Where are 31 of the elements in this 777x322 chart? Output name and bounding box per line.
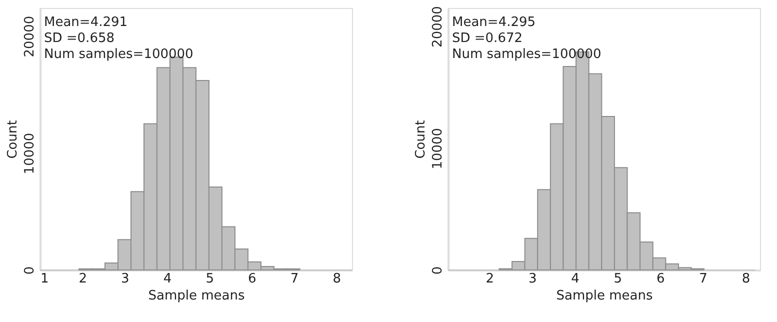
x-tick-label: 4 xyxy=(163,272,172,286)
annotation: Num samples=100000 xyxy=(44,47,194,62)
x-tick-label: 4 xyxy=(571,272,580,286)
y-tick-label: 0 xyxy=(430,266,446,275)
annotation: Num samples=100000 xyxy=(452,47,602,62)
x-tick-label: 6 xyxy=(248,272,256,286)
x-axis-title: Sample means xyxy=(148,288,245,304)
annotation: Mean=4.295 xyxy=(452,15,536,30)
y-axis-title: Count xyxy=(414,120,428,159)
x-tick-label: 7 xyxy=(290,272,299,286)
y-tick-label: 20000 xyxy=(22,16,38,58)
y-tick-label: 0 xyxy=(22,266,38,275)
annotation: Mean=4.291 xyxy=(44,15,128,30)
x-tick-label: 3 xyxy=(528,272,537,286)
annotation: SD =0.658 xyxy=(44,31,115,46)
x-tick-label: 5 xyxy=(614,272,622,286)
x-tick-label: 3 xyxy=(121,272,130,286)
x-tick-label: 5 xyxy=(206,272,214,286)
y-tick-label: 20000 xyxy=(430,6,446,48)
x-tick-label: 2 xyxy=(78,272,87,286)
x-tick-label: 1 xyxy=(40,272,49,286)
x-tick-label: 2 xyxy=(486,272,494,286)
x-tick-label: 8 xyxy=(332,272,341,286)
y-tick-label: 10000 xyxy=(430,128,446,170)
x-tick-label: 6 xyxy=(656,272,665,286)
x-tick-label: 8 xyxy=(742,272,750,286)
y-axis-title: Count xyxy=(6,120,20,159)
x-tick-label: 7 xyxy=(699,272,708,286)
x-axis-title: Sample means xyxy=(556,288,653,304)
y-tick-label: 10000 xyxy=(22,132,38,174)
annotation: SD =0.672 xyxy=(452,31,523,46)
